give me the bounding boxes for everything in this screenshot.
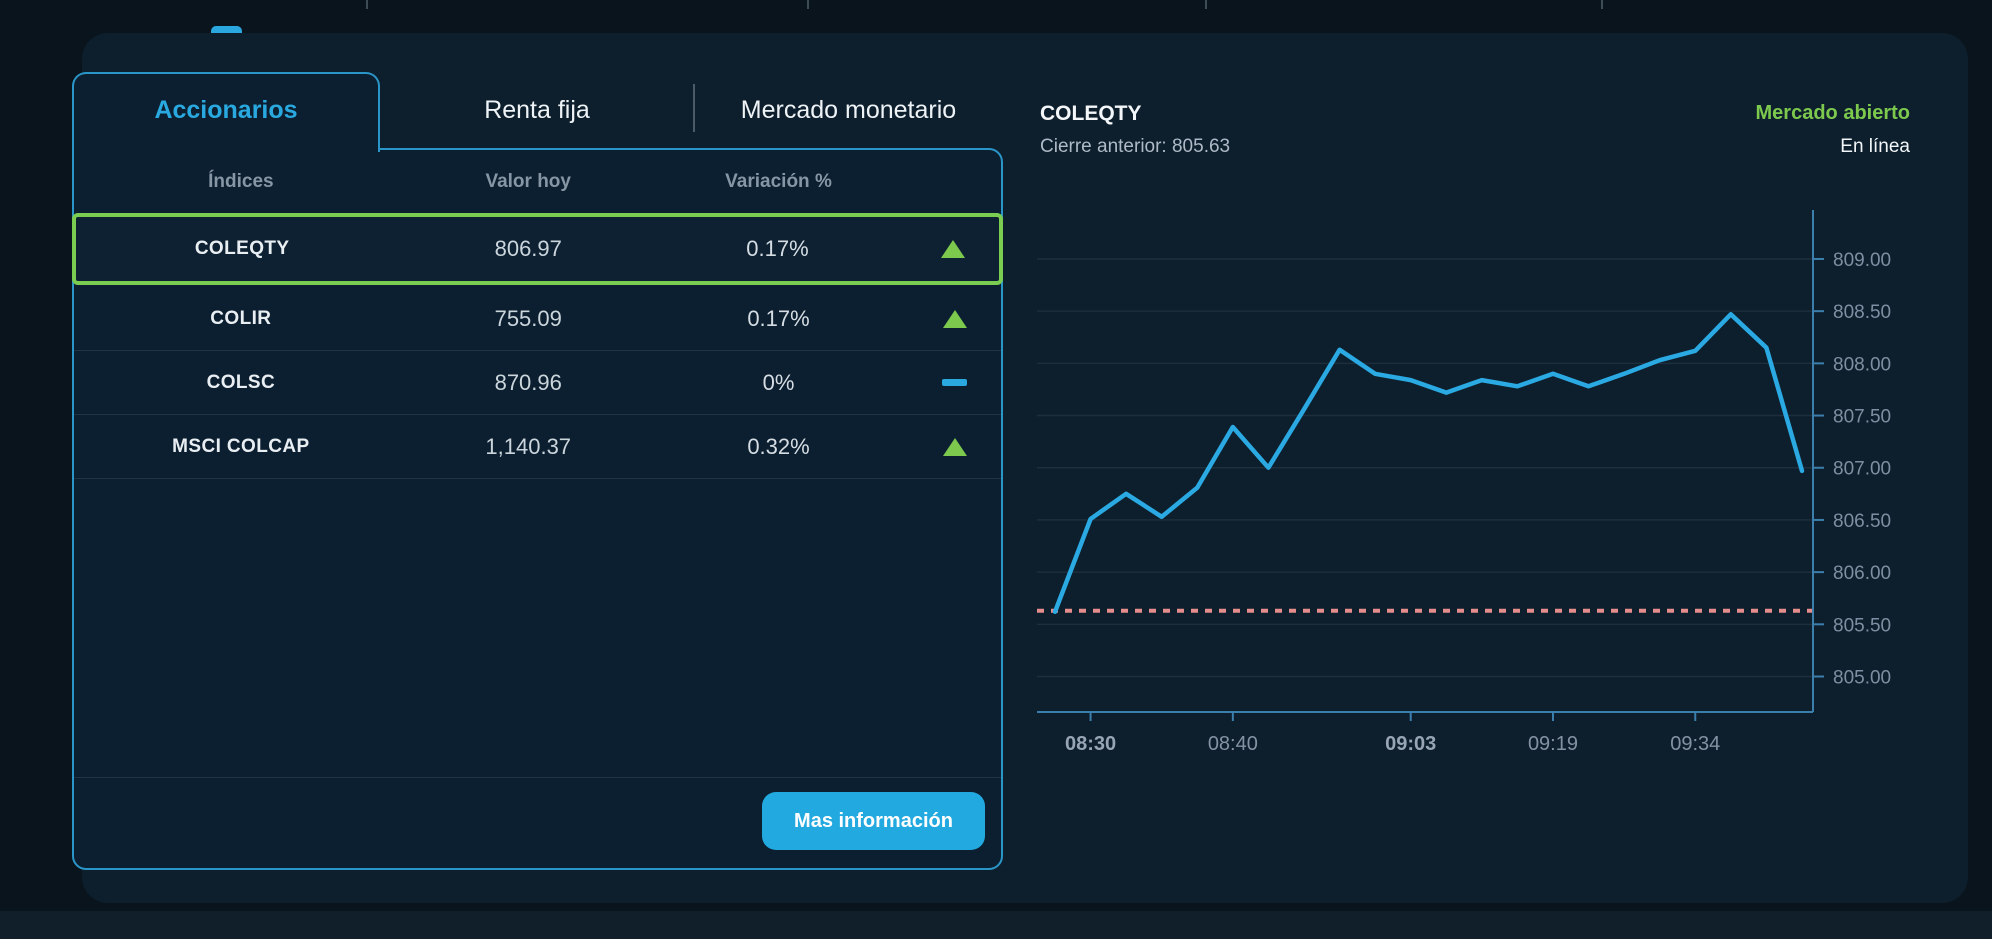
index-name: COLSC xyxy=(206,371,276,393)
y-axis-label: 809.00 xyxy=(1833,250,1891,271)
index-change: 0.32% xyxy=(747,433,810,459)
x-axis-label: 09:03 xyxy=(1385,733,1436,755)
index-name: COLIR xyxy=(210,307,272,329)
index-change: 0.17% xyxy=(746,236,809,261)
markets-panel: Accionarios Renta fija Mercado monetario… xyxy=(72,33,1968,903)
index-name: COLEQTY xyxy=(194,238,290,259)
table-row-coleqty[interactable]: COLEQTY 806.97 0.17% xyxy=(72,213,1003,285)
up-triangle-icon xyxy=(940,240,965,258)
index-name: MSCI COLCAP xyxy=(172,435,310,457)
y-axis-label: 805.00 xyxy=(1833,668,1891,689)
y-axis-label: 807.00 xyxy=(1833,459,1891,480)
index-change: 0% xyxy=(762,369,795,395)
tab-accionarios[interactable]: Accionarios xyxy=(72,72,380,152)
y-axis-label: 807.50 xyxy=(1833,407,1891,428)
x-axis-label: 09:19 xyxy=(1528,733,1578,755)
bottom-section-edge xyxy=(0,911,1992,939)
more-info-button[interactable]: Mas información xyxy=(762,792,985,850)
index-change: 0.17% xyxy=(747,305,810,331)
tab-renta-fija-label: Renta fija xyxy=(484,95,590,124)
table-header-row: Índices Valor hoy Variación % xyxy=(74,164,1001,200)
column-header-indices: Índices xyxy=(208,171,274,192)
chart-title: COLEQTY xyxy=(1040,102,1142,125)
column-header-valor-hoy: Valor hoy xyxy=(485,171,571,192)
previous-close-label: Cierre anterior: 805.63 xyxy=(1040,136,1231,157)
up-triangle-icon xyxy=(942,437,967,456)
connection-status: En línea xyxy=(1840,136,1910,157)
tab-accionarios-label: Accionarios xyxy=(154,95,298,124)
column-header-variacion: Variación % xyxy=(725,171,832,192)
y-axis-label: 805.50 xyxy=(1833,615,1891,636)
up-triangle-icon xyxy=(942,309,967,328)
price-chart: 809.00 808.50 808.00 807.50 807.00 806.50 806.… xyxy=(1037,210,1891,755)
tab-mercado-monetario-label: Mercado monetario xyxy=(740,95,957,124)
market-status-badge: Mercado abierto xyxy=(1755,102,1910,124)
x-axis-label: 09:34 xyxy=(1670,733,1720,755)
y-axis-label: 808.50 xyxy=(1833,302,1891,323)
index-value: 870.96 xyxy=(494,369,562,395)
cut-off-separator xyxy=(1205,0,1207,9)
price-line xyxy=(1052,312,1805,615)
table-row-colir[interactable]: COLIR 755.09 0.17% xyxy=(74,287,1001,351)
cut-off-separator xyxy=(807,0,809,9)
table-row-msci-colcap[interactable]: MSCI COLCAP 1,140.37 0.32% xyxy=(74,415,1001,479)
cut-off-tab-indicator xyxy=(211,26,242,35)
table-row-colsc[interactable]: COLSC 870.96 0% xyxy=(74,351,1001,415)
cut-off-separator xyxy=(366,0,368,9)
x-axis-label: 08:40 xyxy=(1208,733,1258,755)
indices-card: Índices Valor hoy Variación % COLEQTY 80… xyxy=(72,148,1003,870)
x-axis-label: 08:30 xyxy=(1065,733,1116,755)
tab-mercado-monetario[interactable]: Mercado monetario xyxy=(694,72,1003,148)
tab-separator xyxy=(693,84,695,132)
y-axis-label: 806.00 xyxy=(1833,563,1891,584)
index-value: 1,140.37 xyxy=(485,433,572,459)
index-value: 806.97 xyxy=(494,236,562,261)
tab-renta-fija[interactable]: Renta fija xyxy=(380,72,694,148)
cut-off-separator xyxy=(1601,0,1603,9)
index-value: 755.09 xyxy=(494,305,562,331)
flat-dash-icon xyxy=(942,379,968,386)
y-axis-label: 806.50 xyxy=(1833,511,1891,532)
y-axis-label: 808.00 xyxy=(1833,354,1891,375)
card-divider xyxy=(74,777,1001,778)
